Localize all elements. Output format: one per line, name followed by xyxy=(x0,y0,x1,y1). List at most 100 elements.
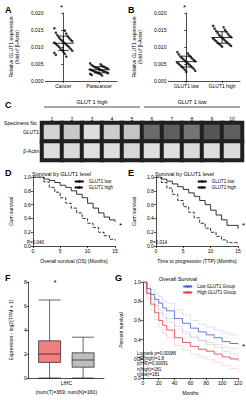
svg-text:3: 3 xyxy=(91,116,94,122)
svg-text:*: * xyxy=(242,342,245,351)
svg-text:0.4: 0.4 xyxy=(24,215,31,221)
svg-text:4: 4 xyxy=(24,327,27,333)
svg-text:0.2: 0.2 xyxy=(134,356,141,362)
svg-text:GLUT1 low: GLUT1 low xyxy=(89,179,112,184)
svg-text:GLUT 1 high: GLUT 1 high xyxy=(76,99,107,105)
svg-text:Low GLUT1 Group: Low GLUT1 Group xyxy=(197,284,235,289)
svg-text:GLUT1 high: GLUT1 high xyxy=(209,83,236,89)
svg-text:0.020: 0.020 xyxy=(31,10,44,16)
svg-text:1.0: 1.0 xyxy=(134,279,141,285)
svg-text:120: 120 xyxy=(234,380,243,386)
svg-text:1.0: 1.0 xyxy=(147,174,154,180)
svg-text:Overall Survival: Overall Survival xyxy=(159,276,198,282)
svg-text:0.0: 0.0 xyxy=(147,243,154,249)
svg-text:Overall survival (OS) (Months): Overall survival (OS) (Months) xyxy=(40,258,108,264)
svg-text:Months: Months xyxy=(182,390,199,396)
svg-text:100: 100 xyxy=(218,380,227,386)
svg-text:10: 10 xyxy=(85,248,91,254)
svg-text:2: 2 xyxy=(71,116,74,122)
svg-text:GLUT 1 low: GLUT 1 low xyxy=(178,99,207,105)
svg-text:15: 15 xyxy=(112,248,118,254)
svg-text:Survival by GLUT1 level: Survival by GLUT1 level xyxy=(32,171,91,177)
svg-text:80: 80 xyxy=(204,380,210,386)
svg-text:0: 0 xyxy=(154,248,157,254)
svg-text:*: * xyxy=(242,221,245,230)
svg-text:0: 0 xyxy=(141,380,144,386)
svg-text:GLUT1: GLUT1 xyxy=(23,129,39,135)
svg-text:5: 5 xyxy=(59,248,62,254)
svg-text:9: 9 xyxy=(211,116,214,122)
svg-text:GLUT1 high: GLUT1 high xyxy=(89,185,114,190)
svg-text:E: E xyxy=(128,168,134,178)
svg-text:Survival by GLUT1 level: Survival by GLUT1 level xyxy=(155,171,214,177)
svg-text:GLUT1 low: GLUT1 low xyxy=(174,83,199,89)
svg-text:0.000: 0.000 xyxy=(31,78,44,84)
svg-text:8: 8 xyxy=(191,116,194,122)
svg-text:0: 0 xyxy=(31,248,34,254)
svg-text:0.6: 0.6 xyxy=(147,202,154,208)
svg-text:5: 5 xyxy=(182,248,185,254)
svg-text:0.015: 0.015 xyxy=(31,27,44,33)
svg-text:GLUT1 low: GLUT1 low xyxy=(212,179,235,184)
svg-text:0.0: 0.0 xyxy=(24,243,31,249)
svg-text:10: 10 xyxy=(229,116,235,122)
svg-text:Cum survival: Cum survival xyxy=(131,197,137,226)
svg-text:0.005: 0.005 xyxy=(31,61,44,67)
svg-text:4: 4 xyxy=(111,116,114,122)
svg-text:*: * xyxy=(183,3,186,12)
svg-text:GLUT1 high: GLUT1 high xyxy=(212,185,237,190)
svg-text:15: 15 xyxy=(235,248,241,254)
svg-text:0.6: 0.6 xyxy=(134,317,141,323)
svg-text:0.015: 0.015 xyxy=(154,27,167,33)
svg-text:0.6: 0.6 xyxy=(24,202,31,208)
svg-text:A: A xyxy=(5,5,12,15)
svg-text:*: * xyxy=(53,278,56,287)
svg-text:0.000: 0.000 xyxy=(154,78,167,84)
svg-text:0.020: 0.020 xyxy=(154,10,167,16)
svg-text:5: 5 xyxy=(131,116,134,122)
svg-text:1: 1 xyxy=(51,116,54,122)
svg-text:D: D xyxy=(5,168,12,178)
svg-text:0.2: 0.2 xyxy=(147,229,154,235)
svg-text:8: 8 xyxy=(24,279,27,285)
svg-text:Paracancer: Paracancer xyxy=(86,83,112,89)
svg-text:High GLUT1 Group: High GLUT1 Group xyxy=(197,290,236,295)
svg-text:Percent survival: Percent survival xyxy=(118,312,124,348)
svg-text:LIHC: LIHC xyxy=(61,380,73,386)
svg-text:*: * xyxy=(60,3,63,12)
svg-text:7: 7 xyxy=(171,116,174,122)
svg-text:0.4: 0.4 xyxy=(134,337,141,343)
svg-text:Cancer: Cancer xyxy=(55,83,71,89)
svg-text:20: 20 xyxy=(156,380,162,386)
svg-text:Cum survival: Cum survival xyxy=(8,197,14,226)
svg-text:60: 60 xyxy=(188,380,194,386)
svg-text:B: B xyxy=(128,5,135,15)
svg-text:G: G xyxy=(115,273,122,283)
svg-text:0.8: 0.8 xyxy=(147,188,154,194)
svg-text:(fold of β-Actin): (fold of β-Actin) xyxy=(14,30,20,64)
svg-text:0.005: 0.005 xyxy=(154,61,167,67)
svg-text:0.4: 0.4 xyxy=(147,215,154,221)
svg-text:0.2: 0.2 xyxy=(24,229,31,235)
svg-text:40: 40 xyxy=(172,380,178,386)
svg-text:10: 10 xyxy=(208,248,214,254)
svg-text:0: 0 xyxy=(24,375,27,381)
svg-text:(fold of β-Actin): (fold of β-Actin) xyxy=(137,30,143,64)
svg-text:6: 6 xyxy=(151,116,154,122)
svg-text:(num(T)=369; num(N)=160): (num(T)=369; num(N)=160) xyxy=(36,389,98,395)
svg-text:Expression - log2(TPM + 1): Expression - log2(TPM + 1) xyxy=(8,299,14,360)
svg-text:0.0: 0.0 xyxy=(134,375,141,381)
svg-text:0.8: 0.8 xyxy=(134,298,141,304)
svg-text:*: * xyxy=(119,221,122,230)
svg-text:0.010: 0.010 xyxy=(31,44,44,50)
svg-text:β-Actin: β-Actin xyxy=(23,148,39,154)
svg-text:F: F xyxy=(5,273,11,283)
svg-text:2: 2 xyxy=(24,351,27,357)
svg-text:Specimens No.: Specimens No. xyxy=(4,120,38,126)
svg-text:6: 6 xyxy=(24,303,27,309)
svg-text:0.010: 0.010 xyxy=(154,44,167,50)
svg-text:0.8: 0.8 xyxy=(24,188,31,194)
svg-text:Time to progression (TTP) (Mon: Time to progression (TTP) (Months) xyxy=(157,258,237,264)
svg-text:C: C xyxy=(5,100,12,110)
svg-text:1.0: 1.0 xyxy=(24,174,31,180)
